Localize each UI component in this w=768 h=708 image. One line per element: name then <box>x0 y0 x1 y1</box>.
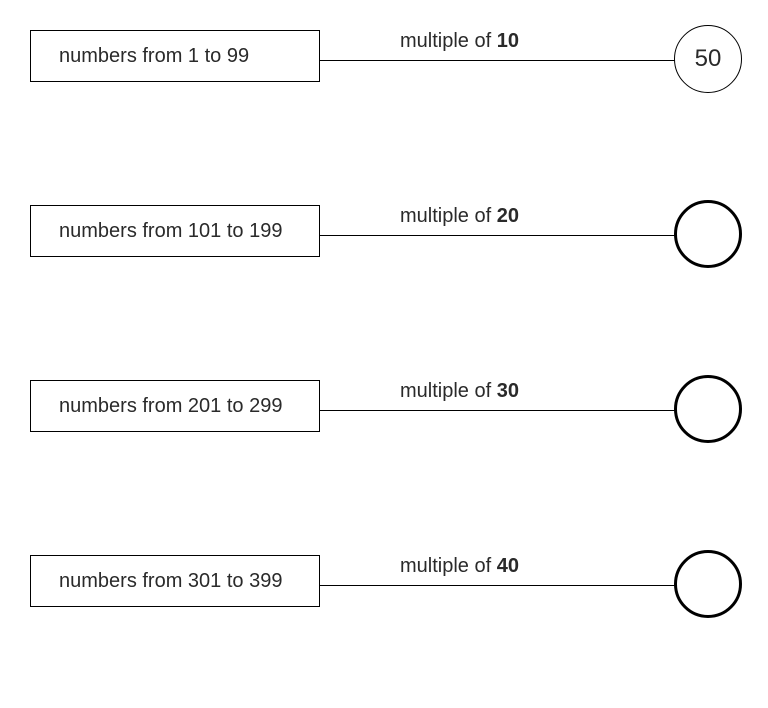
label-prefix: multiple of <box>400 555 497 577</box>
connector-line <box>320 585 680 586</box>
answer-circle <box>674 200 742 268</box>
range-text: numbers from 201 to 299 <box>59 395 282 418</box>
label-bold: 10 <box>497 30 519 52</box>
answer-circle <box>674 550 742 618</box>
range-box: numbers from 101 to 199 <box>30 205 320 257</box>
connector-line <box>320 60 680 61</box>
label-bold: 30 <box>497 380 519 402</box>
diagram-row: numbers from 201 to 299 multiple of 30 <box>0 370 768 450</box>
edge-label: multiple of 40 <box>400 555 519 578</box>
range-box: numbers from 1 to 99 <box>30 30 320 82</box>
answer-circle <box>674 375 742 443</box>
range-text: numbers from 301 to 399 <box>59 570 282 593</box>
edge-label: multiple of 20 <box>400 205 519 228</box>
connector-line <box>320 410 680 411</box>
circle-value: 50 <box>695 45 722 73</box>
label-prefix: multiple of <box>400 205 497 227</box>
edge-label: multiple of 10 <box>400 30 519 53</box>
connector-line <box>320 235 680 236</box>
range-text: numbers from 101 to 199 <box>59 220 282 243</box>
edge-label: multiple of 30 <box>400 380 519 403</box>
range-text: numbers from 1 to 99 <box>59 45 249 68</box>
diagram-row: numbers from 301 to 399 multiple of 40 <box>0 545 768 625</box>
answer-circle: 50 <box>674 25 742 93</box>
label-prefix: multiple of <box>400 30 497 52</box>
label-bold: 40 <box>497 555 519 577</box>
range-box: numbers from 301 to 399 <box>30 555 320 607</box>
label-prefix: multiple of <box>400 380 497 402</box>
label-bold: 20 <box>497 205 519 227</box>
diagram-row: numbers from 101 to 199 multiple of 20 <box>0 195 768 275</box>
diagram-canvas: numbers from 1 to 99 multiple of 10 50 n… <box>0 0 768 708</box>
range-box: numbers from 201 to 299 <box>30 380 320 432</box>
diagram-row: numbers from 1 to 99 multiple of 10 50 <box>0 20 768 100</box>
